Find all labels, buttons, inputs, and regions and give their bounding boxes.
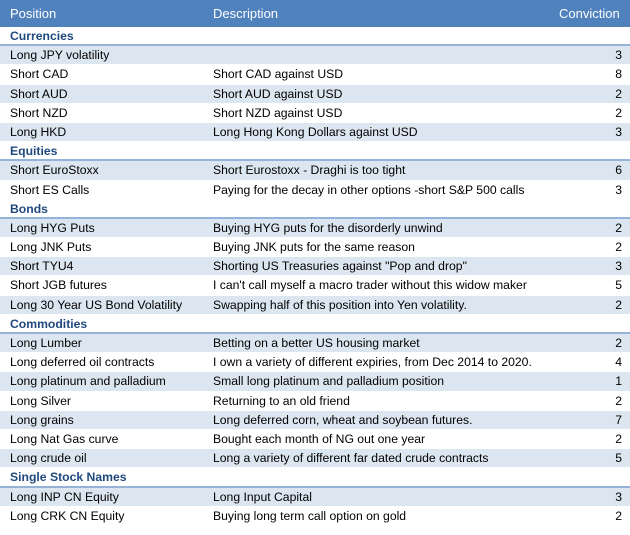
table-body: Currencies Long JPY volatility 3 Short CAD S… bbox=[0, 27, 630, 526]
conviction-cell: 3 bbox=[615, 48, 622, 63]
table-row[interactable]: Short AUD Short AUD against USD 2 bbox=[0, 84, 630, 104]
position-cell: Long CRK CN Equity bbox=[10, 508, 125, 523]
conviction-cell: 5 bbox=[615, 451, 622, 466]
position-cell: Short ES Calls bbox=[10, 182, 90, 197]
position-cell: Long 30 Year US Bond Volatility bbox=[10, 297, 183, 312]
position-cell: Short CAD bbox=[10, 67, 69, 82]
description-cell: Short AUD against USD bbox=[213, 86, 343, 101]
section-title: Bonds bbox=[10, 201, 48, 216]
conviction-cell: 2 bbox=[615, 336, 622, 350]
section-title: Commodities bbox=[10, 316, 88, 331]
position-cell: Short TYU4 bbox=[10, 259, 74, 274]
description-cell: Buying HYG puts for the disorderly unwin… bbox=[213, 220, 443, 235]
conviction-cell: 2 bbox=[615, 220, 622, 235]
conviction-cell: 3 bbox=[615, 259, 622, 274]
section-header: Single Stock Names bbox=[0, 468, 630, 488]
table-row[interactable]: Long HYG Puts Buying HYG puts for the dis… bbox=[0, 218, 630, 239]
table-row[interactable]: Long crude oil Long a variety of differen… bbox=[0, 449, 630, 469]
table-row[interactable]: Long JPY volatility 3 bbox=[0, 46, 630, 66]
description-cell: Buying JNK puts for the same reason bbox=[213, 240, 415, 255]
table-row[interactable]: Long HKD Long Hong Kong Dollars against U… bbox=[0, 122, 630, 143]
section-header: Commodities bbox=[0, 315, 630, 334]
conviction-cell: 2 bbox=[615, 393, 622, 408]
conviction-cell: 7 bbox=[615, 412, 622, 427]
table-row[interactable]: Short CAD Short CAD against USD 8 bbox=[0, 65, 630, 85]
table-row[interactable]: Long platinum and palladium Small long pl… bbox=[0, 372, 630, 392]
table-row[interactable]: Long deferred oil contracts I own a varie… bbox=[0, 353, 630, 373]
position-cell: Long JNK Puts bbox=[10, 240, 92, 255]
conviction-cell: 2 bbox=[615, 86, 622, 101]
description-cell: I own a variety of different expiries, f… bbox=[213, 355, 532, 370]
table-row[interactable]: Long JNK Puts Buying JNK puts for the sam… bbox=[0, 238, 630, 258]
description-cell: Buying long term call option on gold bbox=[213, 508, 407, 523]
description-cell: Paying for the decay in other options -s… bbox=[213, 182, 525, 197]
conviction-cell: 3 bbox=[615, 124, 622, 139]
conviction-cell: 2 bbox=[615, 508, 622, 523]
table-header: Position Description Conviction bbox=[0, 0, 630, 27]
conviction-cell: 2 bbox=[615, 297, 622, 312]
description-cell: Swapping half of this position into Yen … bbox=[213, 297, 467, 312]
column-header-description[interactable]: Description bbox=[213, 6, 279, 21]
conviction-cell: 2 bbox=[615, 240, 622, 255]
table-row[interactable]: Long Silver Returning to an old friend 2 bbox=[0, 392, 630, 411]
table-row[interactable]: Short EuroStoxx Short Eurostoxx - Draghi … bbox=[0, 161, 630, 181]
table-row[interactable]: Long Lumber Betting on a better US housin… bbox=[0, 334, 630, 354]
table-row[interactable]: Long INP CN Equity Long Input Capital 3 bbox=[0, 487, 630, 507]
table-row[interactable]: Long 30 Year US Bond Volatility Swapping … bbox=[0, 295, 630, 315]
conviction-cell: 8 bbox=[615, 67, 622, 82]
position-cell: Long crude oil bbox=[10, 451, 87, 466]
description-cell: Small long platinum and palladium positi… bbox=[213, 374, 445, 389]
conviction-cell: 4 bbox=[615, 355, 622, 370]
position-cell: Long platinum and palladium bbox=[10, 374, 166, 389]
position-cell: Long INP CN Equity bbox=[10, 489, 119, 504]
conviction-cell: 3 bbox=[615, 182, 622, 197]
section-title: Single Stock Names bbox=[10, 470, 127, 485]
table-row[interactable]: Long grains Long deferred corn, wheat and… bbox=[0, 410, 630, 430]
position-cell: Long Lumber bbox=[10, 336, 82, 350]
table-row[interactable]: Short NZD Short NZD against USD 2 bbox=[0, 104, 630, 123]
description-cell: I can't call myself a macro trader witho… bbox=[213, 278, 527, 293]
section-title: Equities bbox=[10, 144, 58, 159]
conviction-cell: 5 bbox=[615, 278, 622, 293]
conviction-cell: 1 bbox=[615, 374, 622, 389]
description-cell: Long a variety of different far dated cr… bbox=[213, 451, 489, 466]
table-row[interactable]: Short TYU4 Shorting US Treasuries against… bbox=[0, 257, 630, 277]
conviction-cell: 2 bbox=[615, 431, 622, 446]
position-cell: Long HKD bbox=[10, 124, 67, 139]
description-cell: Long Hong Kong Dollars against USD bbox=[213, 124, 418, 139]
position-cell: Long grains bbox=[10, 412, 74, 427]
position-cell: Long deferred oil contracts bbox=[10, 355, 155, 370]
description-cell: Long deferred corn, wheat and soybean fu… bbox=[213, 412, 473, 427]
conviction-cell: 3 bbox=[615, 489, 622, 504]
description-cell: Short NZD against USD bbox=[213, 105, 343, 120]
column-header-position[interactable]: Position bbox=[10, 6, 57, 21]
table-row[interactable]: Long CRK CN Equity Buying long term call … bbox=[0, 507, 630, 526]
position-cell: Short NZD bbox=[10, 105, 68, 120]
section-header: Equities bbox=[0, 142, 630, 162]
section-header: Currencies bbox=[0, 27, 630, 47]
description-cell: Short Eurostoxx - Draghi is too tight bbox=[213, 163, 406, 178]
column-header-conviction[interactable]: Conviction bbox=[559, 6, 620, 21]
section-title: Currencies bbox=[10, 29, 74, 43]
description-cell: Betting on a better US housing market bbox=[213, 336, 420, 350]
description-cell: Short CAD against USD bbox=[213, 67, 344, 82]
conviction-cell: 2 bbox=[615, 105, 622, 120]
position-cell: Short AUD bbox=[10, 86, 68, 101]
position-cell: Long Nat Gas curve bbox=[10, 431, 119, 446]
conviction-cell: 6 bbox=[615, 163, 622, 178]
position-cell: Long Silver bbox=[10, 393, 71, 408]
position-cell: Short EuroStoxx bbox=[10, 163, 99, 178]
table-row[interactable]: Long Nat Gas curve Bought each month of N… bbox=[0, 430, 630, 450]
position-cell: Short JGB futures bbox=[10, 278, 107, 293]
description-cell: Long Input Capital bbox=[213, 489, 312, 504]
table-row[interactable]: Short JGB futures I can't call myself a m… bbox=[0, 276, 630, 296]
description-cell: Bought each month of NG out one year bbox=[213, 431, 426, 446]
description-cell: Shorting US Treasuries against "Pop and … bbox=[213, 259, 467, 274]
position-cell: Long JPY volatility bbox=[10, 48, 110, 63]
section-header: Bonds bbox=[0, 200, 630, 219]
position-cell: Long HYG Puts bbox=[10, 220, 95, 235]
table-row[interactable]: Short ES Calls Paying for the decay in ot… bbox=[0, 181, 630, 200]
description-cell: Returning to an old friend bbox=[213, 393, 350, 408]
